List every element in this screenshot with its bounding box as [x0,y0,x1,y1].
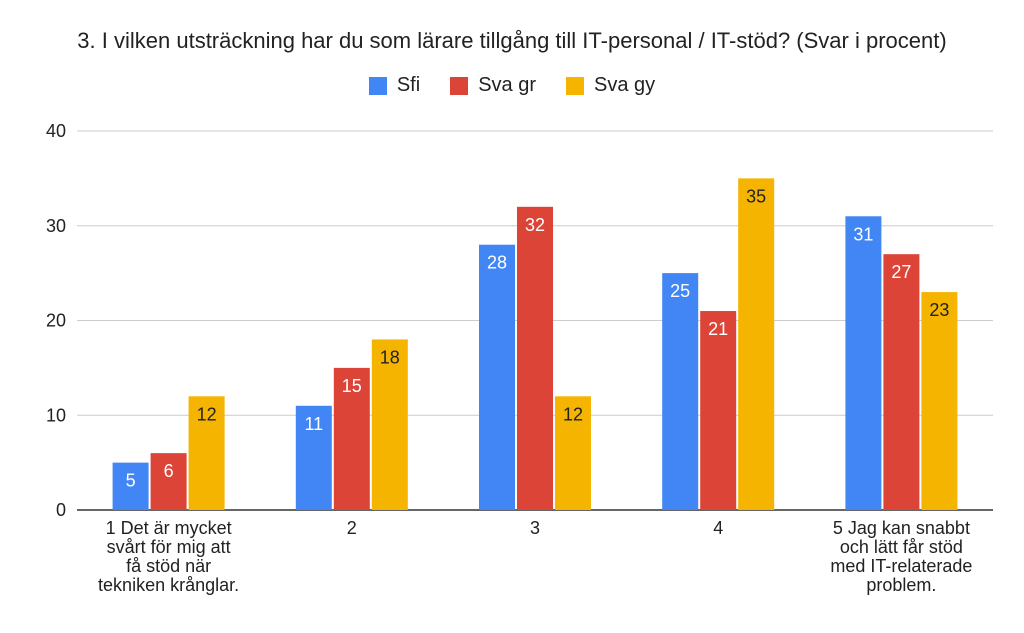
bar-1-1 [333,367,370,510]
data-label-0-4: 31 [853,224,873,244]
x-tick-label-0-1: svårt för mig att [107,537,231,557]
data-label-2-1: 18 [380,347,400,367]
bar-2-1 [371,339,408,510]
x-tick-label-4-0: 5 Jag kan snabbt [833,518,970,538]
bar-0-4 [845,216,882,510]
legend: Sfi Sva gr Sva gy [0,74,1024,97]
legend-swatch-1 [450,76,469,95]
bar-0-3 [662,273,699,510]
data-label-0-3: 25 [670,281,690,301]
data-label-2-3: 35 [746,186,766,206]
x-tick-label-4-2: med IT-relaterade [830,556,972,576]
chart-title: 3. I vilken utsträckning har du som lära… [77,28,947,53]
bar-2-0 [188,396,225,510]
y-tick-label-1: 10 [46,405,66,425]
data-label-1-4: 27 [891,262,911,282]
data-label-2-4: 23 [929,300,949,320]
y-tick-label-4: 40 [46,121,66,141]
legend-item-1: Sva gr [450,74,536,97]
x-tick-label-0-3: tekniken krånglar. [98,575,239,595]
legend-item-2: Sva gy [566,74,655,97]
bar-1-0 [150,453,187,510]
bar-1-2 [517,206,553,511]
bar-2-3 [738,178,775,510]
bar-2-4 [921,292,958,510]
bar-0-1 [295,405,332,510]
x-tick-label-3-0: 4 [713,518,723,538]
legend-swatch-0 [368,76,387,95]
legend-item-0: Sfi [368,74,421,97]
data-label-2-0: 12 [197,404,217,424]
y-tick-label-2: 20 [46,311,66,331]
data-label-0-1: 11 [304,414,323,434]
legend-label-0: Sfi [396,74,421,96]
x-tick-label-4-3: problem. [866,575,936,595]
data-label-1-0: 6 [164,461,174,481]
legend-swatch-2 [566,76,584,95]
data-label-2-2: 12 [563,404,583,424]
x-tick-label-1-0: 2 [347,518,357,538]
data-label-1-2: 32 [525,215,545,235]
legend-label-2: Sva gy [594,74,656,96]
bar-1-3 [700,311,737,510]
data-label-0-2: 28 [487,253,507,273]
x-tick-label-0-0: 1 Det är mycket [106,518,232,538]
data-label-1-1: 15 [342,376,362,396]
bar-0-2 [479,244,515,510]
data-label-0-0: 5 [126,471,136,491]
y-tick-label-3: 30 [46,216,66,236]
x-tick-label-4-1: och lätt får stöd [840,537,963,557]
y-tick-label-0: 0 [56,500,66,520]
x-tick-label-0-2: få stöd när [126,556,211,576]
bar-2-2 [555,396,591,510]
legend-label-1: Sva gr [478,74,536,96]
bar-1-4 [883,254,920,510]
bar-0-0 [112,462,149,510]
data-label-1-3: 21 [708,319,728,339]
x-tick-label-2-0: 3 [530,518,540,538]
